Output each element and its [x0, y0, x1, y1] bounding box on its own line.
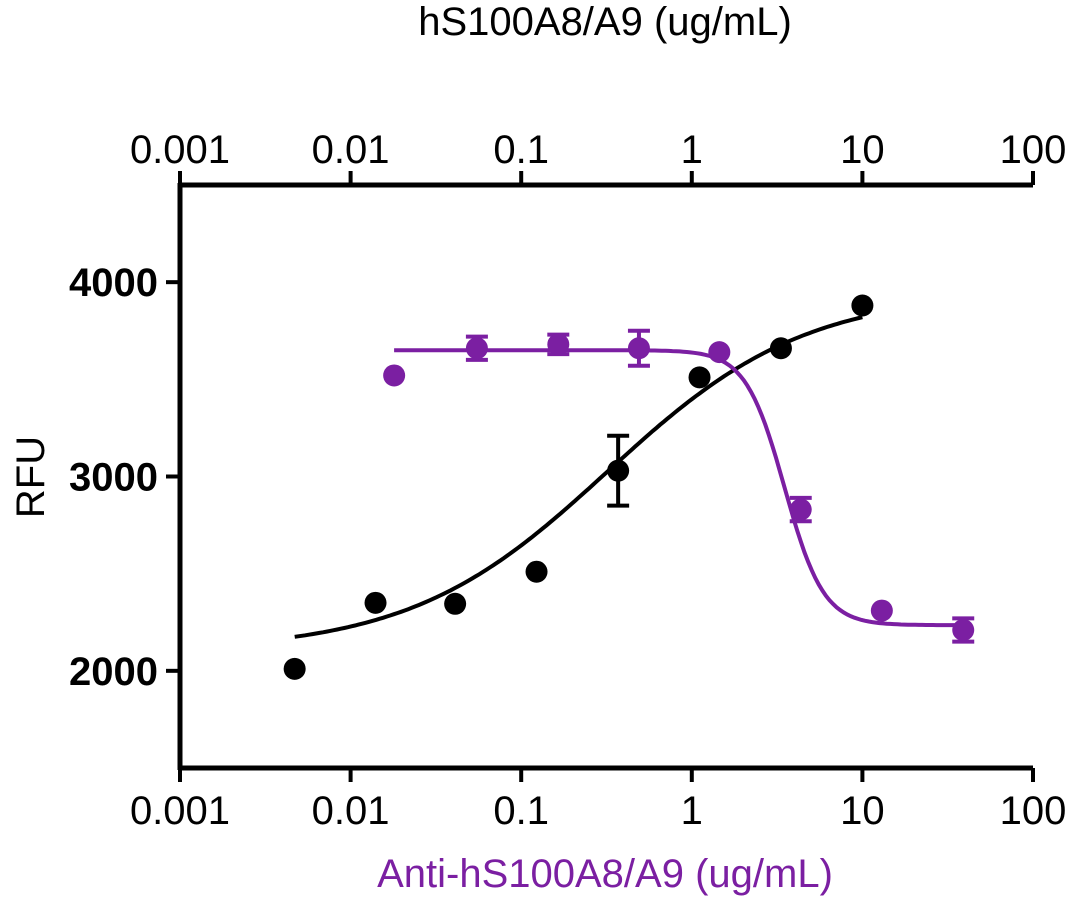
top-x-tick-label: 100 [1000, 128, 1067, 172]
data-point-series-2 [465, 337, 488, 360]
data-point-series-1 [688, 366, 711, 389]
data-point-series-2 [870, 599, 893, 622]
top-x-tick-label: 0.001 [130, 128, 230, 172]
bottom-x-tick-label: 10 [840, 789, 885, 833]
data-point-series-2 [627, 337, 650, 360]
bottom-x-tick-label: 1 [681, 789, 703, 833]
top-x-tick-label: 1 [681, 128, 703, 172]
fit-curves [294, 315, 966, 639]
data-point-series-2 [383, 364, 406, 387]
y-axis-title: RFU [9, 436, 53, 518]
top-x-tick-label: 10 [840, 128, 885, 172]
data-point-series-2 [952, 619, 975, 642]
bottom-x-tick-label: 0.001 [130, 789, 230, 833]
data-point-series-2 [547, 333, 570, 356]
y-tick-label: 3000 [69, 456, 158, 500]
data-point-series-1 [525, 560, 548, 583]
y-tick-label: 2000 [69, 650, 158, 694]
data-point-series-1 [851, 294, 874, 317]
data-point-series-2 [789, 498, 812, 521]
data-point-series-1 [364, 591, 387, 614]
fit-curve-series-1 [294, 315, 863, 639]
data-point-series-1 [283, 657, 306, 680]
bottom-x-axis-title: Anti-hS100A8/A9 (ug/mL) [377, 852, 833, 896]
bottom-x-tick-label: 0.01 [312, 789, 390, 833]
axes: 0.001 0.01 0.1 1 10 100 0.001 0.01 0.1 1 10 100 2000… [69, 128, 1066, 833]
fit-curve-series-2 [394, 348, 966, 628]
y-tick-label: 4000 [69, 261, 158, 305]
data-point-series-2 [708, 341, 731, 364]
data-point-series-1 [769, 337, 792, 360]
data-points [283, 294, 975, 680]
data-point-series-1 [444, 592, 467, 615]
bottom-x-tick-label: 0.1 [493, 789, 549, 833]
top-x-axis-title: hS100A8/A9 (ug/mL) [418, 0, 792, 44]
top-x-tick-label: 0.01 [312, 128, 390, 172]
top-x-tick-label: 0.1 [493, 128, 549, 172]
data-point-series-1 [607, 459, 630, 482]
bottom-x-tick-label: 100 [1000, 789, 1067, 833]
